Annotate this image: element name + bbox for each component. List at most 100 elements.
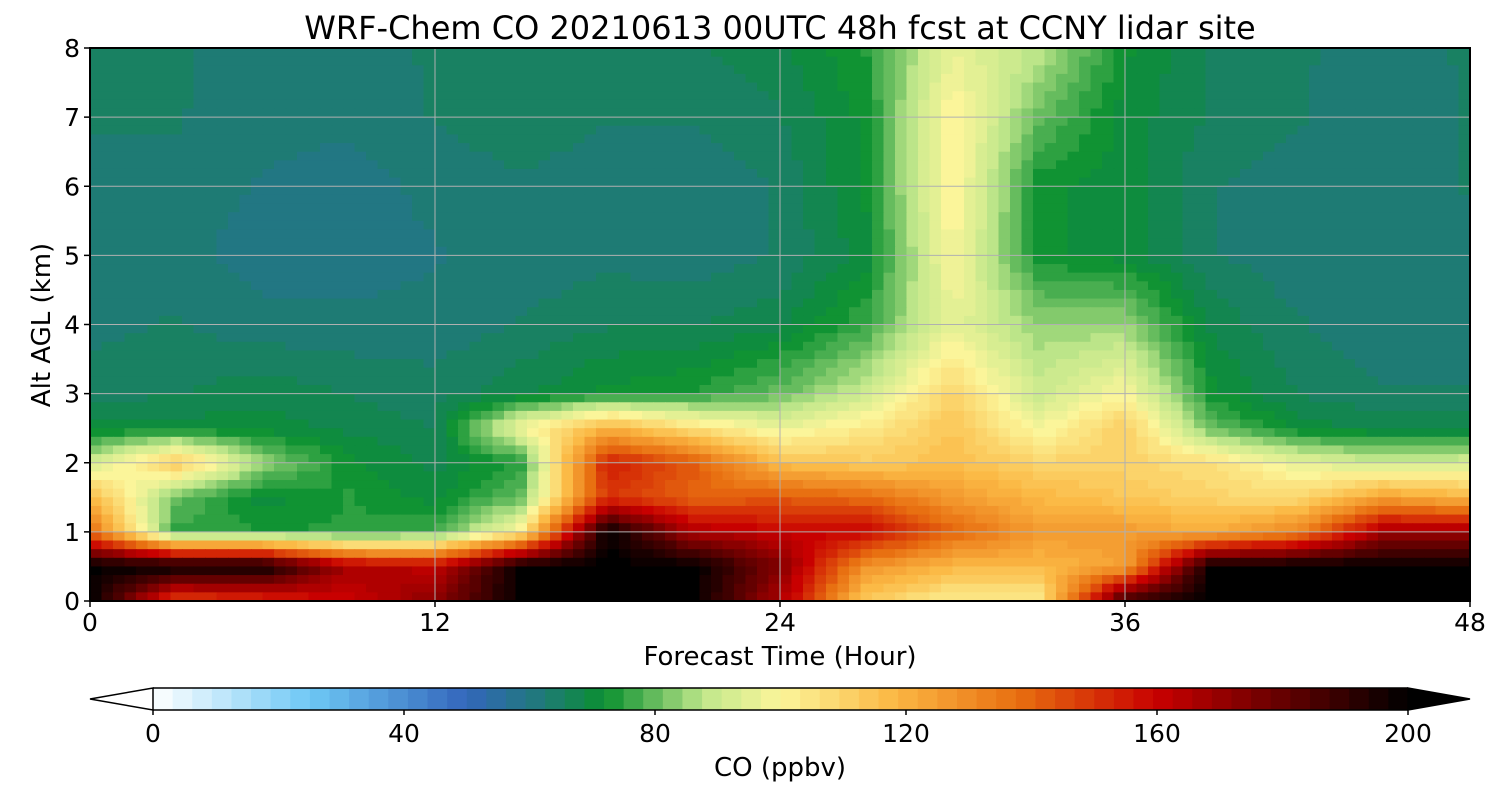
contour-cell: [1125, 65, 1138, 75]
contour-cell: [803, 376, 816, 386]
contour-cell: [722, 359, 735, 369]
contour-cell: [975, 384, 988, 395]
contour-cell: [1067, 143, 1080, 153]
contour-cell: [1113, 289, 1126, 300]
contour-cell: [205, 298, 218, 308]
contour-cell: [113, 246, 126, 256]
contour-cell: [1033, 117, 1046, 127]
contour-cell: [1102, 56, 1115, 66]
contour-cell: [1378, 324, 1391, 334]
contour-cell: [274, 82, 287, 92]
contour-cell: [929, 203, 942, 213]
contour-cell: [918, 151, 931, 161]
contour-cell: [228, 91, 241, 101]
contour-cell: [780, 65, 793, 75]
contour-cell: [837, 238, 850, 248]
contour-cell: [1079, 246, 1092, 256]
contour-cell: [182, 289, 195, 300]
contour-cell: [285, 125, 298, 136]
contour-cell: [975, 91, 988, 101]
contour-cell: [665, 177, 678, 187]
contour-cell: [1067, 333, 1080, 343]
contour-cell: [239, 99, 252, 110]
contour-cell: [550, 264, 563, 274]
contour-cell: [1412, 281, 1425, 291]
contour-cell: [803, 307, 816, 317]
contour-cell: [492, 333, 505, 343]
contour-cell: [101, 168, 114, 179]
contour-cell: [1263, 298, 1276, 308]
contour-cell: [1079, 117, 1092, 127]
contour-cell: [274, 315, 287, 326]
contour-cell: [1435, 350, 1448, 360]
contour-cell: [320, 359, 333, 369]
contour-cell: [745, 255, 758, 265]
contour-cell: [757, 333, 770, 343]
contour-cell: [170, 238, 183, 248]
contour-cell: [1412, 194, 1425, 205]
contour-cell: [435, 65, 448, 75]
contour-cell: [1274, 73, 1287, 84]
contour-cell: [1079, 212, 1092, 222]
contour-cell: [642, 212, 655, 222]
contour-cell: [515, 341, 528, 352]
contour-cell: [814, 203, 827, 213]
contour-cell: [872, 341, 885, 352]
contour-cell: [285, 272, 298, 282]
contour-cell: [458, 220, 471, 231]
contour-cell: [630, 307, 643, 317]
contour-cell: [607, 177, 620, 187]
contour-cell: [665, 48, 678, 58]
contour-cell: [216, 238, 229, 248]
contour-cell: [1412, 367, 1425, 377]
contour-cell: [883, 186, 896, 196]
contour-cell: [1125, 220, 1138, 231]
contour-cell: [837, 255, 850, 265]
contour-cell: [412, 315, 425, 326]
contour-cell: [1309, 264, 1322, 274]
contour-cell: [895, 48, 908, 58]
chart-title: WRF-Chem CO 20210613 00UTC 48h fcst at C…: [304, 9, 1255, 47]
contour-cell: [1458, 238, 1471, 248]
contour-cell: [849, 99, 862, 110]
contour-cell: [1343, 307, 1356, 317]
contour-cell: [1332, 272, 1345, 282]
contour-cell: [918, 315, 931, 326]
contour-cell: [1205, 143, 1218, 153]
contour-cell: [113, 151, 126, 161]
contour-cell: [1366, 238, 1379, 248]
contour-cell: [952, 151, 965, 161]
contour-cell: [607, 376, 620, 386]
contour-cell: [412, 48, 425, 58]
contour-cell: [653, 298, 666, 308]
contour-cell: [1033, 91, 1046, 101]
contour-cell: [814, 91, 827, 101]
contour-cell: [1010, 117, 1023, 127]
contour-cell: [1366, 359, 1379, 369]
contour-cell: [584, 333, 597, 343]
contour-cell: [722, 151, 735, 161]
contour-cell: [1297, 324, 1310, 334]
contour-cell: [90, 315, 103, 326]
contour-cell: [573, 315, 586, 326]
contour-cell: [285, 220, 298, 231]
contour-cell: [711, 65, 724, 75]
contour-cell: [159, 177, 172, 187]
contour-cell: [1125, 186, 1138, 196]
contour-cell: [1447, 143, 1460, 153]
contour-cell: [734, 298, 747, 308]
contour-cell: [653, 350, 666, 360]
contour-cell: [492, 359, 505, 369]
contour-cell: [883, 393, 896, 403]
contour-cell: [768, 324, 781, 334]
contour-cell: [1171, 264, 1184, 274]
contour-cell: [860, 56, 873, 66]
contour-cell: [1010, 73, 1023, 84]
contour-cell: [1079, 333, 1092, 343]
contour-cell: [239, 82, 252, 92]
contour-cell: [1378, 186, 1391, 196]
contour-cell: [941, 315, 954, 326]
contour-cell: [803, 272, 816, 282]
contour-cell: [734, 56, 747, 66]
contour-cell: [113, 99, 126, 110]
